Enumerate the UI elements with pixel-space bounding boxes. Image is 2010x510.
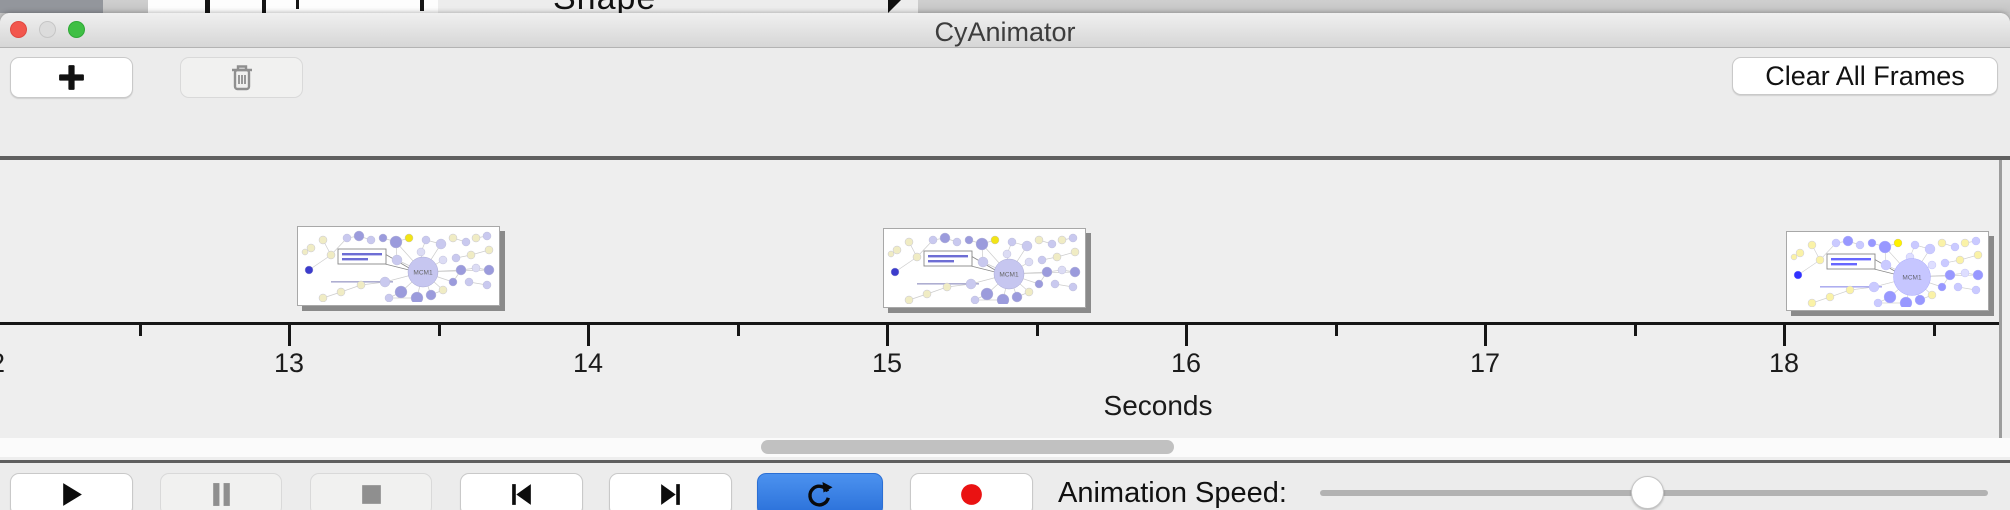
- plus-icon: [59, 65, 84, 90]
- window-title: CyAnimator: [934, 17, 1076, 47]
- ruler-tick-major: [1185, 325, 1188, 346]
- background-fragment: [0, 0, 103, 13]
- skip-to-end-icon: [661, 484, 680, 505]
- stop-button[interactable]: [310, 473, 432, 510]
- ruler-tick-major: [886, 325, 889, 346]
- frame-thumbnail[interactable]: MCM1: [883, 228, 1086, 308]
- loop-icon: [808, 481, 833, 507]
- background-fragment: [438, 0, 918, 13]
- cyanimator-window: CyAnimator Clear All Frames MCM1 MCM1 MCM1…: [0, 13, 2010, 510]
- frame-network-preview: MCM1: [300, 230, 496, 302]
- background-glyph-fragment: [262, 0, 266, 13]
- frame-toolbar: Clear All Frames: [0, 48, 2010, 108]
- frame-thumbnail[interactable]: MCM1: [1785, 231, 1989, 311]
- record-icon: [961, 484, 982, 505]
- playback-controls: Animation Speed:: [0, 463, 2010, 510]
- pause-button[interactable]: [160, 473, 282, 510]
- timeline-controls-divider: [0, 460, 2010, 463]
- add-frame-button[interactable]: [10, 57, 133, 98]
- timeline-panel[interactable]: MCM1 MCM1 MCM1 12 13 14 15 16 17 18 Seconds: [0, 160, 2010, 460]
- background-partial-text: Shape: [553, 0, 656, 13]
- minimize-button[interactable]: [39, 21, 56, 38]
- trash-icon: [231, 64, 252, 90]
- ruler-tick-minor: [1633, 325, 1637, 336]
- ruler-tick-label: 12: [0, 348, 30, 379]
- background-window-sliver: Shape: [0, 0, 2010, 13]
- background-glyph-fragment: [420, 0, 424, 11]
- zoom-button[interactable]: [68, 21, 85, 38]
- slider-thumb[interactable]: [1631, 476, 1664, 509]
- horizontal-scrollbar[interactable]: [0, 438, 2010, 457]
- play-icon: [63, 483, 82, 506]
- svg-text:MCM1: MCM1: [1902, 274, 1922, 281]
- background-glyph-fragment: [205, 0, 210, 13]
- background-fragment: [148, 0, 438, 13]
- animation-speed-slider[interactable]: [1320, 476, 1988, 509]
- axis-label: Seconds: [1103, 390, 1213, 421]
- ruler-tick-label: 17: [1469, 348, 1501, 378]
- ruler-tick-major: [587, 325, 590, 346]
- animation-speed-label: Animation Speed:: [1058, 477, 1287, 509]
- ruler-tick-major: [288, 325, 291, 346]
- record-button[interactable]: [910, 473, 1033, 510]
- skip-to-start-icon: [512, 484, 531, 505]
- ruler-tick-minor: [1035, 325, 1039, 336]
- clear-all-frames-button[interactable]: Clear All Frames: [1732, 57, 1998, 95]
- scrollbar-thumb[interactable]: [761, 440, 1174, 454]
- background-glyph-fragment: [296, 0, 299, 9]
- ruler-tick-label: 15: [871, 348, 903, 378]
- frame-network-preview: MCM1: [1789, 235, 1985, 307]
- timeline-axis: [0, 322, 1999, 325]
- ruler-tick-major: [1783, 325, 1786, 346]
- ruler-tick-label: 14: [572, 348, 604, 378]
- ruler-tick-label: 18: [1768, 348, 1800, 378]
- ruler-tick-minor: [138, 325, 142, 336]
- toolbar-timeline-divider: [0, 156, 2010, 160]
- ruler-tick-minor: [1932, 325, 1936, 336]
- frame-network-preview: MCM1: [887, 232, 1082, 304]
- loop-button[interactable]: [757, 473, 883, 510]
- background-glyph-fragment: [888, 0, 901, 13]
- frame-thumbnail[interactable]: MCM1: [296, 226, 500, 306]
- ruler-tick-minor: [437, 325, 441, 336]
- ruler-tick-major: [1484, 325, 1487, 346]
- delete-frame-button[interactable]: [180, 57, 303, 98]
- ruler-tick-minor: [1334, 325, 1338, 336]
- svg-text:MCM1: MCM1: [999, 271, 1019, 278]
- ruler-tick-label: 13: [273, 348, 305, 378]
- timeline-right-border: [1999, 160, 2002, 438]
- ruler-tick-minor: [736, 325, 740, 336]
- pause-icon: [212, 483, 230, 506]
- titlebar[interactable]: CyAnimator: [0, 13, 2010, 48]
- ruler-tick-label: 16: [1170, 348, 1202, 378]
- play-button[interactable]: [10, 473, 133, 510]
- skip-to-end-button[interactable]: [609, 473, 732, 510]
- skip-to-start-button[interactable]: [460, 473, 583, 510]
- stop-icon: [361, 485, 381, 504]
- close-button[interactable]: [10, 21, 27, 38]
- svg-text:MCM1: MCM1: [413, 269, 433, 276]
